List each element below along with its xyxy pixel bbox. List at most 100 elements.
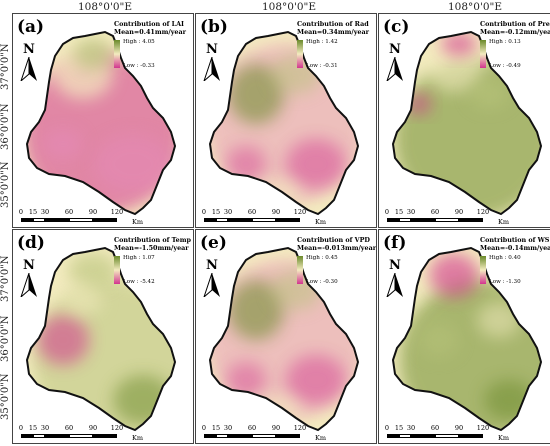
north-arrow: N	[18, 42, 40, 82]
scale-segment	[399, 218, 411, 222]
scale-segment	[252, 218, 276, 222]
legend-title: Contribution of Pre	[480, 20, 550, 28]
scale-bar: 0 15 30 60 90 120 Km	[202, 424, 326, 443]
legend-mean: Mean=0.41mm/year	[114, 28, 186, 36]
legend-title: Contribution of WS	[480, 236, 550, 244]
scale-tick-label: 30	[406, 208, 416, 216]
legend-low: Low : -0.49	[489, 63, 521, 69]
north-label: N	[206, 42, 218, 57]
spatial-pattern-patch	[469, 79, 509, 109]
scale-tick-label: 60	[64, 208, 74, 216]
basin-map	[391, 30, 543, 216]
scale-tick-label: 120	[110, 424, 124, 432]
spatial-pattern-patch	[43, 129, 83, 159]
scale-tick-label: 30	[406, 424, 416, 432]
scale-segment	[276, 218, 300, 222]
scale-segment	[33, 434, 45, 438]
latitude-label-35-top: 35°0'0"N	[0, 161, 11, 208]
scale-segment	[399, 434, 411, 438]
basin-map	[208, 246, 360, 432]
legend-low: Low : -0.31	[306, 63, 338, 69]
scale-unit: Km	[132, 434, 144, 442]
scale-tick-label: 15	[211, 424, 221, 432]
scale-segment	[204, 218, 216, 222]
scale-bar: 0 15 30 60 90 120 Km	[18, 208, 143, 227]
scale-tick-label: 120	[293, 424, 307, 432]
spatial-pattern-patch	[68, 252, 118, 288]
map-panel-d: (d) N Contribution of Temp Mean=-1.50mm/…	[12, 229, 194, 444]
scale-tick-label: 15	[394, 208, 404, 216]
scale-segment	[204, 434, 216, 438]
scale-tick-label: 0	[201, 208, 207, 216]
scale-segment	[33, 218, 45, 222]
north-arrow-icon	[203, 273, 220, 297]
legend: Contribution of Temp Mean=-1.50mm/year H…	[114, 236, 191, 285]
scale-tick-label: 60	[64, 424, 74, 432]
map-panel-e: (e) N Contribution of VPD Mean=-0.013mm/…	[195, 229, 377, 444]
spatial-pattern-patch	[484, 380, 534, 420]
legend-color-ramp	[297, 256, 303, 284]
latitude-label-37-top: 37°0'0"N	[0, 43, 11, 90]
scale-segment	[69, 218, 93, 222]
latitude-label-35-bottom: 35°0'0"N	[0, 373, 11, 420]
north-arrow: N	[384, 258, 406, 298]
latitude-label-36-top: 36°0'0"N	[0, 103, 11, 150]
basin-map	[208, 30, 360, 216]
scale-tick-label: 90	[271, 424, 281, 432]
scale-segment	[21, 434, 33, 438]
scale-bar: 0 15 30 60 90 120 Km	[201, 208, 326, 227]
latitude-label-37-bottom: 37°0'0"N	[0, 255, 11, 302]
scale-segment	[216, 218, 228, 222]
spatial-pattern-patch	[228, 64, 284, 124]
scale-segment	[435, 218, 459, 222]
scale-segment	[387, 218, 399, 222]
legend-high: High : 0.45	[306, 255, 338, 261]
scale-tick-label: 30	[40, 424, 50, 432]
longitude-label-2: 108°0'0"E	[262, 1, 317, 13]
scale-tick-label: 30	[40, 208, 50, 216]
scale-segment	[252, 434, 276, 438]
legend-high: High : 1.42	[306, 39, 338, 45]
scale-tick-label: 90	[88, 424, 98, 432]
scale-bar: 0 15 30 60 90 120 Km	[19, 424, 143, 443]
legend-low: Low : -1.30	[489, 279, 521, 285]
legend-title: Contribution of Rad	[297, 20, 369, 28]
legend-color-ramp	[480, 40, 486, 68]
scale-tick-label: 0	[384, 424, 390, 432]
spatial-pattern-patch	[419, 322, 459, 358]
scale-tick-label: 60	[247, 424, 257, 432]
north-label: N	[23, 258, 35, 273]
north-label: N	[389, 258, 401, 273]
legend-high: High : 1.07	[123, 255, 155, 261]
north-label: N	[389, 42, 401, 57]
map-panel-b: (b) N Contribution of Rad Mean=0.34mm/ye…	[195, 13, 377, 228]
legend: Contribution of WS Mean=-0.14mm/year Hig…	[480, 236, 550, 285]
scale-unit: Km	[132, 218, 144, 226]
scale-tick-label: 15	[211, 208, 221, 216]
legend: Contribution of LAI Mean=0.41mm/year Hig…	[114, 20, 188, 69]
scale-tick-label: 120	[476, 424, 490, 432]
scale-tick-label: 90	[88, 208, 98, 216]
legend-title: Contribution of Temp	[114, 236, 191, 244]
spatial-pattern-patch	[226, 146, 266, 182]
scale-tick-label: 15	[394, 424, 404, 432]
legend-low: Low : -0.33	[123, 63, 155, 69]
north-label: N	[206, 258, 218, 273]
spatial-pattern-patch	[37, 315, 89, 365]
scale-segment	[93, 434, 117, 438]
scale-tick-label: 0	[18, 208, 24, 216]
longitude-label-1: 108°0'0"E	[78, 1, 133, 13]
scale-segment	[459, 218, 483, 222]
basin-map	[25, 246, 177, 432]
spatial-pattern-patch	[73, 38, 113, 70]
scale-segment	[411, 218, 435, 222]
panel-label: (f)	[383, 233, 407, 253]
legend: Contribution of Rad Mean=0.34mm/year Hig…	[297, 20, 371, 69]
scale-unit: Km	[315, 218, 327, 226]
scale-tick-label: 120	[476, 208, 490, 216]
map-panel-c: (c) N Contribution of Pre Mean=-0.12mm/y…	[378, 13, 550, 228]
legend-title: Contribution of LAI	[114, 20, 185, 28]
legend-mean: Mean=-0.013mm/year	[297, 244, 377, 252]
north-arrow-icon	[20, 273, 37, 297]
legend-high: High : 4.05	[123, 39, 155, 45]
